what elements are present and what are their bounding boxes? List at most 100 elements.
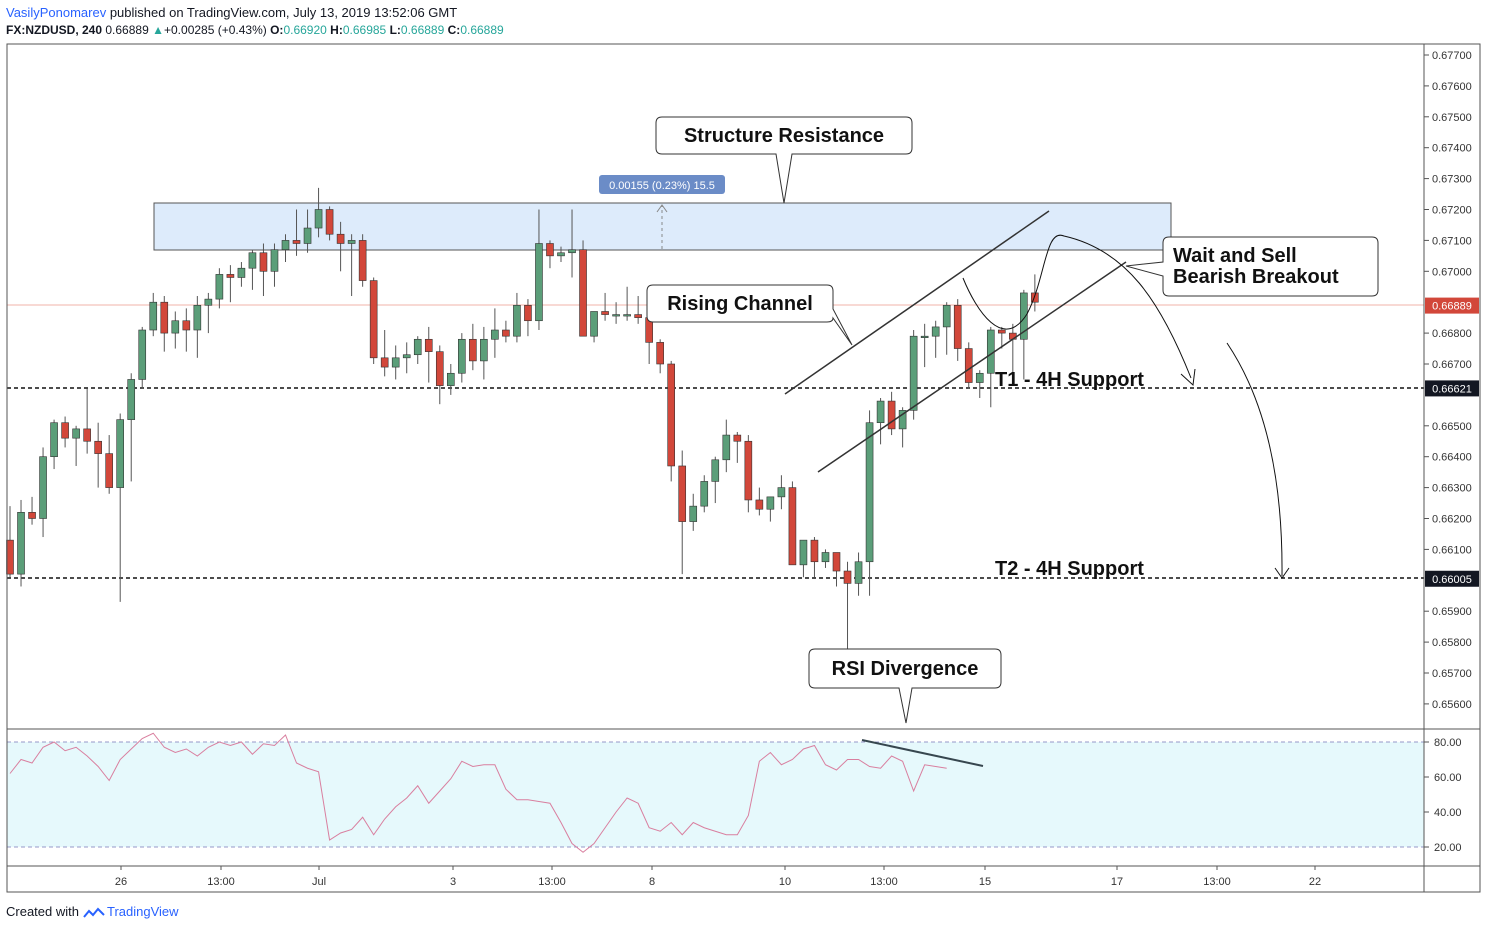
candle-body	[535, 243, 543, 322]
candle-body	[546, 243, 554, 257]
rsi-band	[7, 742, 1424, 847]
candle-body	[678, 465, 687, 522]
candle-body	[1020, 292, 1028, 340]
tradingview-logo-icon	[83, 907, 105, 918]
candle-body	[94, 440, 102, 454]
candle-body	[623, 314, 631, 317]
candle-body	[667, 363, 676, 467]
price-tick-label: 0.66300	[1432, 483, 1472, 495]
candle-body	[369, 280, 378, 359]
measure-tag-text: 0.00155 (0.23%) 15.5	[609, 180, 715, 192]
candle-body	[469, 338, 477, 362]
time-axis[interactable]: 26 13:00 Jul 3 13:00 8 10 13:00 15 17 13:00 22	[115, 866, 1321, 888]
high-value: 0.66985	[342, 23, 387, 37]
price-tick-label: 0.67100	[1432, 235, 1472, 247]
candle-body	[964, 348, 973, 383]
rsi-series	[9, 732, 947, 853]
candle-body	[821, 552, 830, 563]
candle-body	[83, 428, 91, 442]
close-value: 0.66889	[460, 23, 504, 37]
structure-resistance-callout[interactable]	[655, 116, 913, 204]
rising-channel-callout[interactable]	[646, 284, 853, 346]
price-tick-label: 0.65900	[1432, 606, 1472, 618]
price-tick-label: 0.67600	[1432, 81, 1472, 93]
candle-body	[259, 252, 268, 272]
candle-body	[810, 539, 819, 563]
price-label-text: 0.66889	[1432, 301, 1472, 313]
time-tick-label: 13:00	[207, 876, 235, 888]
candle-body	[931, 326, 940, 337]
candle-body	[568, 249, 576, 254]
time-tick-label: Jul	[312, 876, 326, 888]
candle-body	[788, 487, 797, 566]
candle-body	[50, 422, 58, 457]
rising-channel-label: Rising Channel	[667, 293, 813, 315]
candle-body	[612, 314, 620, 317]
author-link[interactable]: VasilyPonomarev	[6, 5, 107, 20]
time-tick-label: 15	[979, 876, 991, 888]
candle-body	[237, 267, 246, 278]
price-labels: 0.66889 0.66621 0.66005	[1425, 297, 1479, 587]
time-tick-label: 26	[115, 876, 127, 888]
change-value: +0.00285 (+0.43%)	[164, 23, 267, 37]
candle-body	[722, 434, 731, 461]
candle-body	[17, 512, 25, 575]
candle-body	[424, 338, 433, 352]
rsi-divergence-label: RSI Divergence	[832, 658, 979, 680]
measure-tag	[599, 175, 725, 194]
candle-body	[502, 329, 510, 337]
projection-path-t2	[1226, 342, 1283, 577]
candle-body	[149, 301, 158, 331]
candle-body	[435, 351, 444, 386]
wait-sell-callout[interactable]	[1125, 236, 1379, 297]
candle-body	[303, 227, 312, 244]
candle-body	[766, 496, 775, 510]
time-tick-label: 13:00	[1203, 876, 1231, 888]
candle-body	[711, 459, 720, 482]
candle-body	[777, 487, 786, 498]
rsi-divergence-callout[interactable]	[808, 648, 1002, 724]
candle-body	[413, 338, 422, 356]
up-triangle-icon: ▲	[152, 23, 164, 37]
price-axis[interactable]: 0.67700 0.67600 0.67500 0.67400 0.67300 0.672…	[1424, 50, 1472, 711]
t1-support-label: T1 - 4H Support	[995, 369, 1144, 391]
candle-body	[39, 456, 47, 519]
projection-path	[962, 234, 1192, 379]
t2-support-label: T2 - 4H Support	[995, 558, 1144, 580]
time-tick-label: 8	[649, 876, 655, 888]
created-with-text: Created with	[6, 904, 79, 919]
symbol-label[interactable]: FX:NZDUSD, 240	[6, 23, 103, 37]
candle-body	[458, 338, 466, 374]
candle-body	[744, 440, 753, 501]
tradingview-link[interactable]: TradingView	[106, 904, 179, 919]
publish-text: published on TradingView.com, July 13, 2…	[109, 5, 458, 20]
candle-body	[61, 422, 69, 439]
time-tick-label: 10	[779, 876, 791, 888]
time-tick-label: 3	[450, 876, 456, 888]
structure-resistance-label: Structure Resistance	[684, 125, 884, 147]
candle-body	[590, 311, 598, 337]
price-tick-label: 0.66200	[1432, 514, 1472, 526]
channel-upper-line[interactable]	[784, 210, 1050, 395]
candle-body	[513, 304, 521, 337]
candle-body	[909, 335, 918, 411]
open-value: 0.66920	[283, 23, 327, 37]
candle-body	[700, 481, 709, 507]
publish-info: VasilyPonomarev published on TradingView…	[6, 5, 457, 20]
rsi-tick-label: 60.00	[1434, 772, 1462, 784]
candle-body	[215, 274, 224, 300]
candle-body	[854, 561, 863, 584]
candle-body	[832, 552, 841, 572]
time-tick-label: 17	[1111, 876, 1123, 888]
price-tick-label: 0.67300	[1432, 174, 1472, 186]
candle-body	[72, 428, 80, 439]
candle-body	[347, 240, 356, 244]
channel-lower-line[interactable]	[817, 261, 1127, 473]
chart-border	[6, 43, 1481, 893]
projection-arrow-t1	[1180, 368, 1196, 387]
price-label-text: 0.66621	[1432, 383, 1472, 395]
candle-body	[28, 512, 36, 519]
time-tick-label: 22	[1309, 876, 1321, 888]
candle-body	[281, 240, 290, 250]
